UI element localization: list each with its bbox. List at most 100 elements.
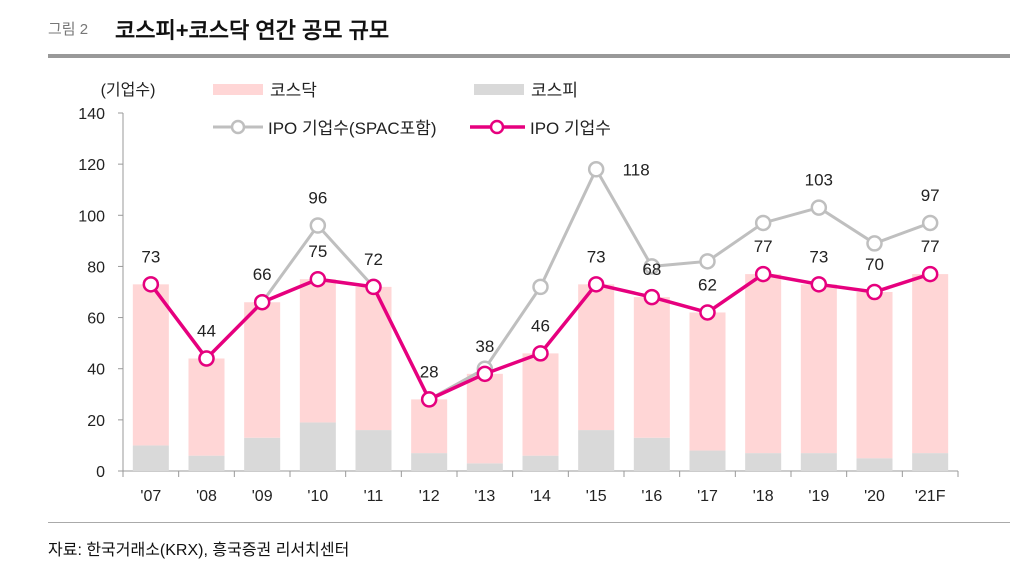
bar-kospi <box>745 453 782 471</box>
x-tick-label: '11 <box>364 488 384 505</box>
data-label: 68 <box>642 260 661 279</box>
y-tick-label: 0 <box>96 464 105 481</box>
legend-marker-ipo-spac <box>230 119 246 135</box>
point-ipo <box>420 391 438 408</box>
x-tick-label: '17 <box>697 488 718 505</box>
point-ipo <box>754 265 772 283</box>
legend-label-ipo: IPO 기업수 <box>530 119 611 138</box>
y-tick-label: 80 <box>87 259 105 276</box>
point-ipo-spac <box>309 217 327 234</box>
bar-kospi <box>355 430 392 471</box>
point-ipo <box>476 365 494 383</box>
bar-kosdaq <box>578 284 615 431</box>
point-ipo <box>532 345 549 362</box>
data-label: 46 <box>531 316 550 335</box>
bar-kosdaq <box>912 274 949 454</box>
x-tick-label: '12 <box>419 488 440 505</box>
data-label: 118 <box>623 160 650 179</box>
bar-kospi <box>578 430 615 471</box>
source-divider <box>48 522 1010 523</box>
figure-label: 그림 2 <box>48 21 89 38</box>
bar-kospi <box>132 445 169 471</box>
point-ipo-spac <box>643 258 661 275</box>
bar-kospi <box>466 463 503 471</box>
point-ipo <box>142 276 160 293</box>
legend-label-kosdaq: 코스닥 <box>270 81 317 100</box>
point-ipo <box>866 283 883 301</box>
bar-kospi <box>912 453 949 471</box>
x-tick-label: '20 <box>864 488 885 505</box>
bar-kosdaq <box>800 284 837 454</box>
data-label: 96 <box>308 189 327 208</box>
bar-kospi <box>411 453 448 471</box>
y-tick-label: 120 <box>78 157 105 174</box>
data-label: 103 <box>805 171 833 190</box>
source-note: 자료: 한국거래소(KRX), 흥국증권 리서치센터 <box>48 542 350 559</box>
point-ipo-spac <box>532 278 549 296</box>
data-label: 77 <box>754 237 773 256</box>
data-label: 62 <box>698 275 717 294</box>
legend-marker-ipo <box>489 119 505 135</box>
x-tick-label: '09 <box>252 488 273 505</box>
bar-kosdaq <box>856 292 893 459</box>
point-ipo <box>921 265 939 283</box>
bar-kospi <box>188 455 225 471</box>
data-label: 75 <box>308 242 327 261</box>
point-ipo <box>810 276 828 293</box>
data-label: 66 <box>253 265 272 284</box>
point-ipo-spac <box>810 199 828 216</box>
point-ipo-spac <box>754 214 772 232</box>
point-ipo-spac <box>587 161 605 178</box>
bar-kosdaq <box>188 358 225 456</box>
x-tick-label: '19 <box>808 488 829 505</box>
data-label: 73 <box>141 247 160 266</box>
y-tick-label: 100 <box>78 208 105 225</box>
point-ipo <box>253 293 271 311</box>
bar-kosdaq <box>411 399 448 454</box>
bar-kospi <box>244 437 281 471</box>
title-divider <box>48 54 1010 58</box>
bar-kospi <box>800 453 837 471</box>
data-label: 73 <box>587 247 606 266</box>
x-tick-label: '14 <box>530 488 551 505</box>
y-tick-label: 40 <box>87 362 105 379</box>
chart-title: 코스피+코스닥 연간 공모 규모 <box>115 18 390 43</box>
data-label: 73 <box>809 247 828 266</box>
bar-kosdaq <box>244 302 281 438</box>
legend-label-kospi: 코스피 <box>531 81 578 100</box>
point-ipo <box>198 350 215 367</box>
point-ipo <box>643 288 661 306</box>
bar-kosdaq <box>522 353 559 456</box>
x-tick-label: '15 <box>586 488 607 505</box>
point-ipo <box>587 276 605 293</box>
legend-swatch-kosdaq <box>213 84 263 95</box>
data-label: 97 <box>921 186 940 205</box>
x-tick-label: '21F <box>915 488 946 505</box>
bar-kosdaq <box>689 312 726 451</box>
y-axis-label: (기업수) <box>101 81 156 99</box>
data-label: 28 <box>420 362 439 381</box>
x-tick-label: '10 <box>307 488 328 505</box>
bar-kospi <box>633 437 670 471</box>
point-ipo <box>309 270 327 288</box>
legend-label-ipo-spac: IPO 기업수(SPAC포함) <box>268 119 437 138</box>
data-label: 38 <box>475 337 494 356</box>
x-tick-label: '08 <box>196 488 217 505</box>
point-ipo <box>699 304 716 321</box>
data-label: 77 <box>921 237 940 256</box>
y-tick-label: 60 <box>87 311 105 328</box>
bar-kosdaq <box>299 279 336 423</box>
bar-kosdaq <box>466 373 503 464</box>
point-ipo-spac <box>699 253 716 270</box>
x-tick-label: '16 <box>641 488 662 505</box>
bar-kospi <box>689 450 726 471</box>
y-tick-label: 20 <box>87 413 105 430</box>
bar-kosdaq <box>633 297 670 438</box>
y-tick-label: 140 <box>78 106 105 123</box>
bar-kospi <box>856 458 893 471</box>
point-ipo-spac <box>921 214 939 232</box>
bar-kosdaq <box>132 284 169 446</box>
point-ipo-spac <box>866 235 883 252</box>
